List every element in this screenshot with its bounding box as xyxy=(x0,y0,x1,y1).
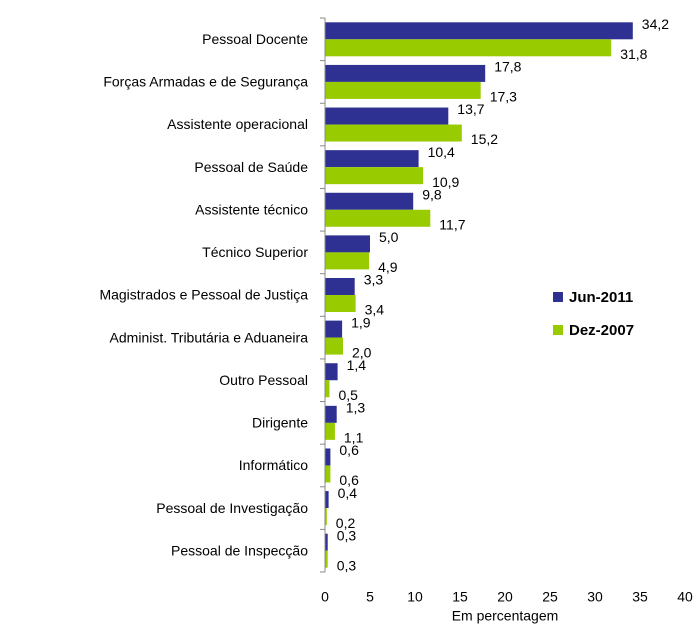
bar xyxy=(325,465,331,483)
data-label: 0,5 xyxy=(339,387,359,403)
bar xyxy=(325,320,343,338)
y-tick-label: Administ. Tributária e Aduaneira xyxy=(110,329,309,345)
data-label: 2,0 xyxy=(352,344,372,360)
bar xyxy=(325,124,462,142)
bar xyxy=(325,252,370,270)
y-tick-label: Outro Pessoal xyxy=(219,372,308,388)
x-tick-label: 40 xyxy=(677,589,693,605)
y-tick-label: Dirigente xyxy=(252,415,308,431)
data-label: 5,0 xyxy=(379,229,399,245)
legend-swatch xyxy=(553,325,563,335)
x-tick-label: 25 xyxy=(542,589,558,605)
data-label: 0,4 xyxy=(338,485,358,501)
x-tick-label: 35 xyxy=(632,589,648,605)
data-label: 13,7 xyxy=(457,101,484,117)
x-axis-label: Em percentagem xyxy=(452,608,559,624)
bar xyxy=(325,491,329,509)
data-label: 1,1 xyxy=(344,430,364,446)
bar xyxy=(325,295,356,312)
data-label: 10,9 xyxy=(432,174,459,190)
bar xyxy=(325,422,335,440)
data-label: 31,8 xyxy=(620,46,647,62)
y-tick-label: Magistrados e Pessoal de Justiça xyxy=(99,287,308,303)
bar xyxy=(325,150,419,168)
y-tick-label: Pessoal Docente xyxy=(202,31,308,47)
bar xyxy=(325,209,431,227)
data-label: 4,9 xyxy=(378,259,398,275)
bar xyxy=(325,278,355,295)
bar xyxy=(325,167,424,185)
data-label: 1,3 xyxy=(346,400,366,416)
x-tick-label: 30 xyxy=(587,589,603,605)
bar xyxy=(325,448,331,466)
data-label: 0,3 xyxy=(337,527,357,543)
y-tick-label: Forças Armadas e de Segurança xyxy=(103,74,308,90)
data-label: 17,3 xyxy=(490,89,517,105)
y-tick-label: Informático xyxy=(239,457,308,473)
data-label: 0,2 xyxy=(336,515,356,531)
data-label: 3,4 xyxy=(365,302,385,318)
data-label: 0,6 xyxy=(339,442,359,458)
bar xyxy=(325,363,338,381)
data-label: 9,8 xyxy=(422,186,442,202)
legend-swatch xyxy=(553,292,563,302)
y-tick-label: Técnico Superior xyxy=(202,244,308,260)
bar xyxy=(325,533,328,551)
data-label: 1,9 xyxy=(351,314,371,330)
data-label: 3,3 xyxy=(364,272,384,288)
y-tick-label: Pessoal de Inspecção xyxy=(171,542,308,558)
bar xyxy=(325,81,481,99)
bar xyxy=(325,380,330,398)
x-tick-label: 0 xyxy=(321,589,329,605)
x-tick-label: 10 xyxy=(407,589,423,605)
bar xyxy=(325,107,449,125)
data-label: 11,7 xyxy=(439,216,465,232)
bar xyxy=(325,235,370,253)
y-tick-label: Pessoal de Saúde xyxy=(194,159,308,175)
bar xyxy=(325,22,633,40)
data-label: 1,4 xyxy=(347,357,367,373)
data-label: 34,2 xyxy=(642,16,669,32)
bar xyxy=(325,508,327,526)
data-label: 17,8 xyxy=(494,59,521,75)
bar xyxy=(325,39,612,57)
bar xyxy=(325,64,486,82)
data-label: 0,3 xyxy=(337,557,357,573)
y-tick-label: Assistente técnico xyxy=(195,201,308,217)
data-label: 10,4 xyxy=(428,144,455,160)
bar xyxy=(325,550,328,568)
y-tick-label: Assistente operacional xyxy=(167,116,308,132)
x-tick-label: 5 xyxy=(366,589,374,605)
bar xyxy=(325,337,343,355)
legend-label: Dez-2007 xyxy=(569,322,634,339)
y-tick-label: Pessoal de Investigação xyxy=(156,500,308,516)
bar xyxy=(325,192,414,210)
legend-label: Jun-2011 xyxy=(569,289,633,306)
data-label: 15,2 xyxy=(471,131,498,147)
data-label: 0,6 xyxy=(339,472,359,488)
x-tick-label: 20 xyxy=(497,589,513,605)
bar xyxy=(325,405,337,423)
x-tick-label: 15 xyxy=(452,589,468,605)
